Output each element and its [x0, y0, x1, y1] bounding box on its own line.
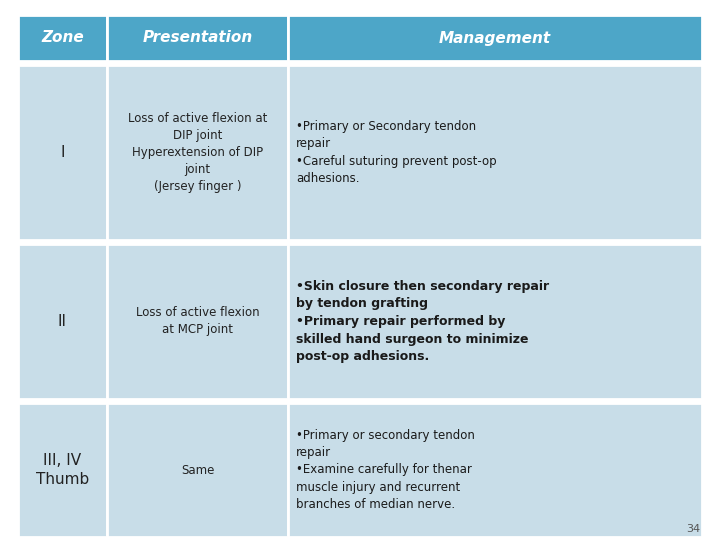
Text: Loss of active flexion at
DIP joint
Hyperextension of DIP
joint
(Jersey finger ): Loss of active flexion at DIP joint Hype… — [128, 112, 267, 193]
Bar — [288, 65, 702, 240]
Text: •Skin closure then secondary repair
by tendon grafting
•Primary repair performed: •Skin closure then secondary repair by t… — [296, 280, 549, 363]
Text: Loss of active flexion
at MCP joint: Loss of active flexion at MCP joint — [136, 307, 259, 336]
Bar — [107, 65, 288, 240]
Bar — [107, 244, 288, 399]
Text: •Primary or secondary tendon
repair
•Examine carefully for thenar
muscle injury : •Primary or secondary tendon repair •Exa… — [296, 429, 475, 511]
Text: III, IV
Thumb: III, IV Thumb — [36, 453, 89, 488]
Text: Zone: Zone — [41, 30, 84, 45]
Bar — [18, 65, 107, 240]
Text: 34: 34 — [686, 524, 700, 534]
Bar — [18, 15, 107, 61]
Text: Management: Management — [439, 30, 551, 45]
Text: II: II — [58, 314, 67, 329]
Bar — [288, 403, 702, 537]
Bar — [18, 403, 107, 537]
Text: Same: Same — [181, 463, 215, 476]
Text: •Primary or Secondary tendon
repair
•Careful suturing prevent post-op
adhesions.: •Primary or Secondary tendon repair •Car… — [296, 120, 497, 185]
Bar — [288, 244, 702, 399]
Bar — [18, 244, 107, 399]
Bar — [107, 403, 288, 537]
Text: Presentation: Presentation — [143, 30, 253, 45]
Text: I: I — [60, 145, 65, 160]
Bar — [288, 15, 702, 61]
Bar — [107, 15, 288, 61]
